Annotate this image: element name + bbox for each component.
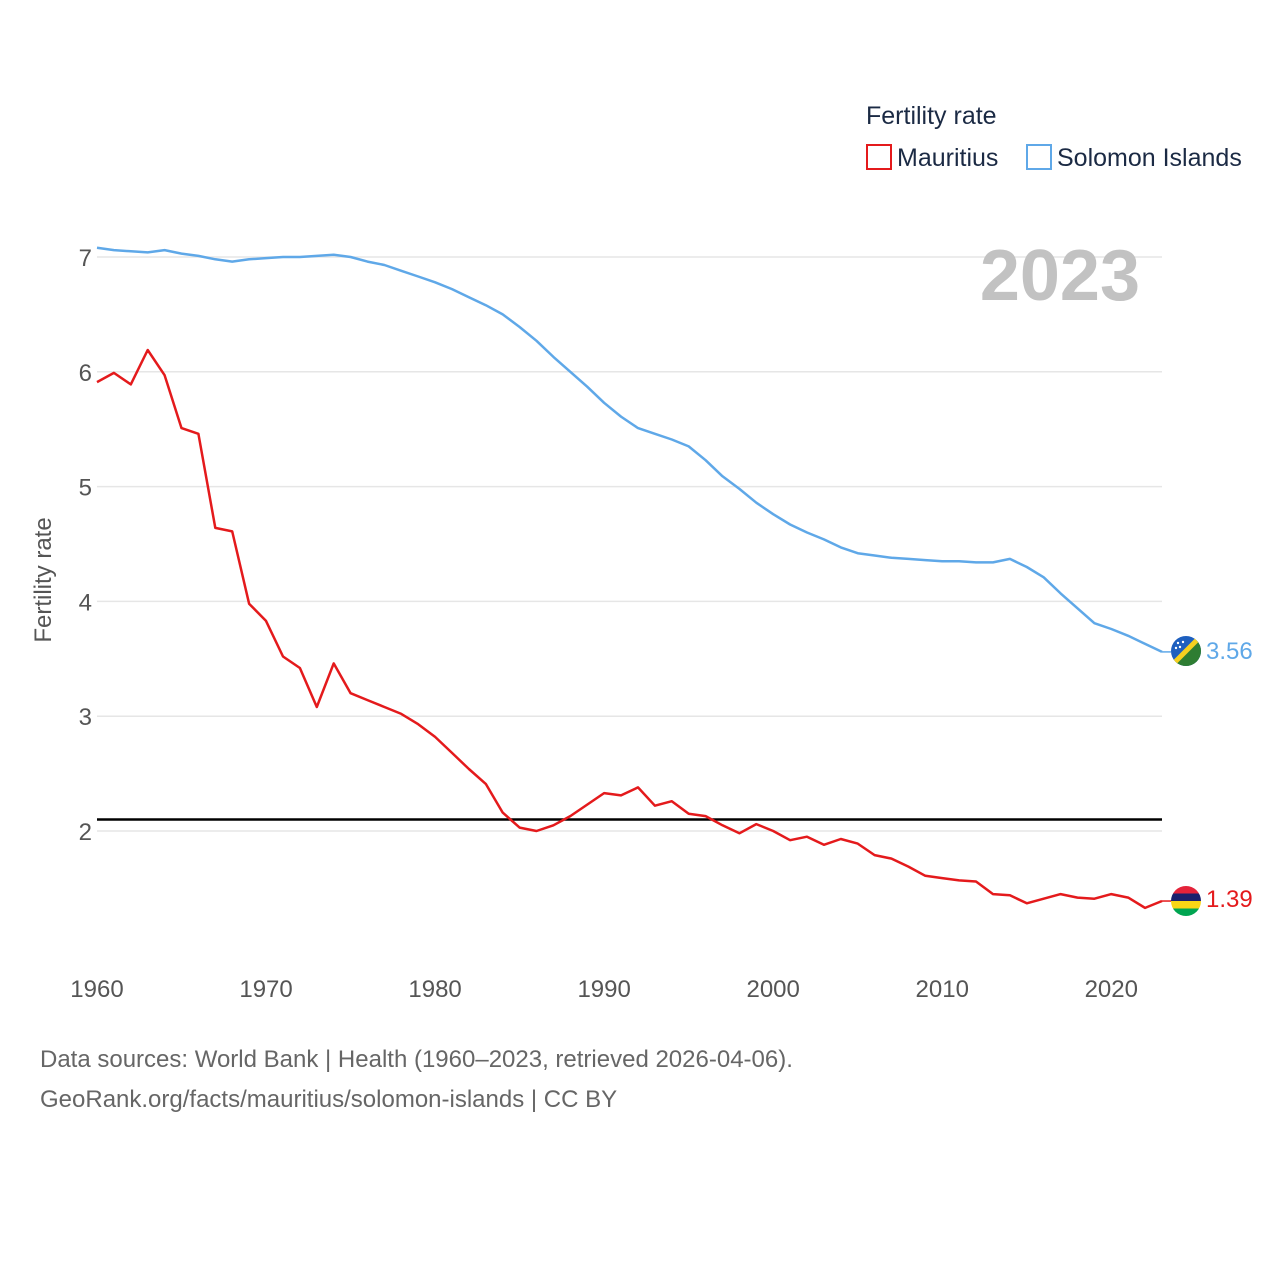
year-watermark: 2023	[980, 236, 1140, 316]
x-tick-label: 1990	[577, 976, 630, 1003]
y-tick-label: 6	[79, 360, 92, 387]
x-tick-label: 1980	[408, 976, 461, 1003]
series-line-solomon-islands	[96, 246, 1163, 654]
legend-label-mauritius: Mauritius	[897, 144, 998, 172]
x-tick-label: 2010	[916, 976, 969, 1003]
solomon-islands-flag-icon	[1171, 636, 1201, 666]
x-tick-label: 2020	[1085, 976, 1138, 1003]
data-sources-note: Data sources: World Bank | Health (1960–…	[40, 1046, 793, 1073]
y-axis-ticks: 2 3 4 5 6 7	[79, 245, 92, 846]
y-tick-label: 5	[79, 475, 92, 502]
x-tick-label: 1970	[239, 976, 292, 1003]
x-tick-label: 2000	[746, 976, 799, 1003]
legend-title: Fertility rate	[866, 102, 997, 130]
series-line-mauritius	[96, 348, 1163, 910]
y-tick-label: 2	[79, 819, 92, 846]
legend: Fertility rate Mauritius Solomon Islands	[866, 102, 1242, 172]
y-tick-label: 7	[79, 245, 92, 272]
source-link[interactable]: GeoRank.org/facts/mauritius/solomon-isla…	[40, 1086, 618, 1113]
footer: Data sources: World Bank | Health (1960–…	[40, 1040, 793, 1120]
legend-label-solomon-islands: Solomon Islands	[1057, 144, 1242, 172]
y-tick-label: 4	[79, 589, 92, 616]
mauritius-end-value: 1.39	[1206, 886, 1253, 913]
legend-swatch-solomon-islands	[1026, 144, 1052, 170]
x-tick-label: 1960	[70, 976, 123, 1003]
gridlines	[97, 256, 1162, 832]
series-lines	[96, 246, 1171, 910]
x-axis-ticks: 1960 1970 1980 1990 2000 2010 2020	[70, 976, 1138, 1003]
mauritius-flag-icon	[1171, 886, 1201, 916]
solomon-islands-end-value: 3.56	[1206, 638, 1253, 665]
legend-swatch-mauritius	[866, 144, 892, 170]
y-axis-title: Fertility rate	[30, 517, 57, 642]
y-tick-label: 3	[79, 704, 92, 731]
